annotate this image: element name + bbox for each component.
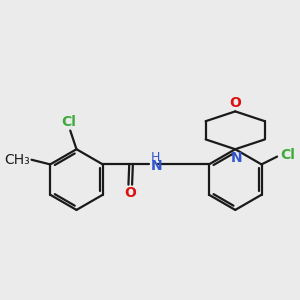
Text: N: N <box>151 159 163 173</box>
Text: CH₃: CH₃ <box>4 153 30 167</box>
Text: Cl: Cl <box>280 148 295 162</box>
Text: O: O <box>229 96 241 110</box>
Text: O: O <box>124 186 136 200</box>
Text: H: H <box>151 151 160 164</box>
Text: Cl: Cl <box>61 115 76 129</box>
Text: N: N <box>231 151 243 165</box>
